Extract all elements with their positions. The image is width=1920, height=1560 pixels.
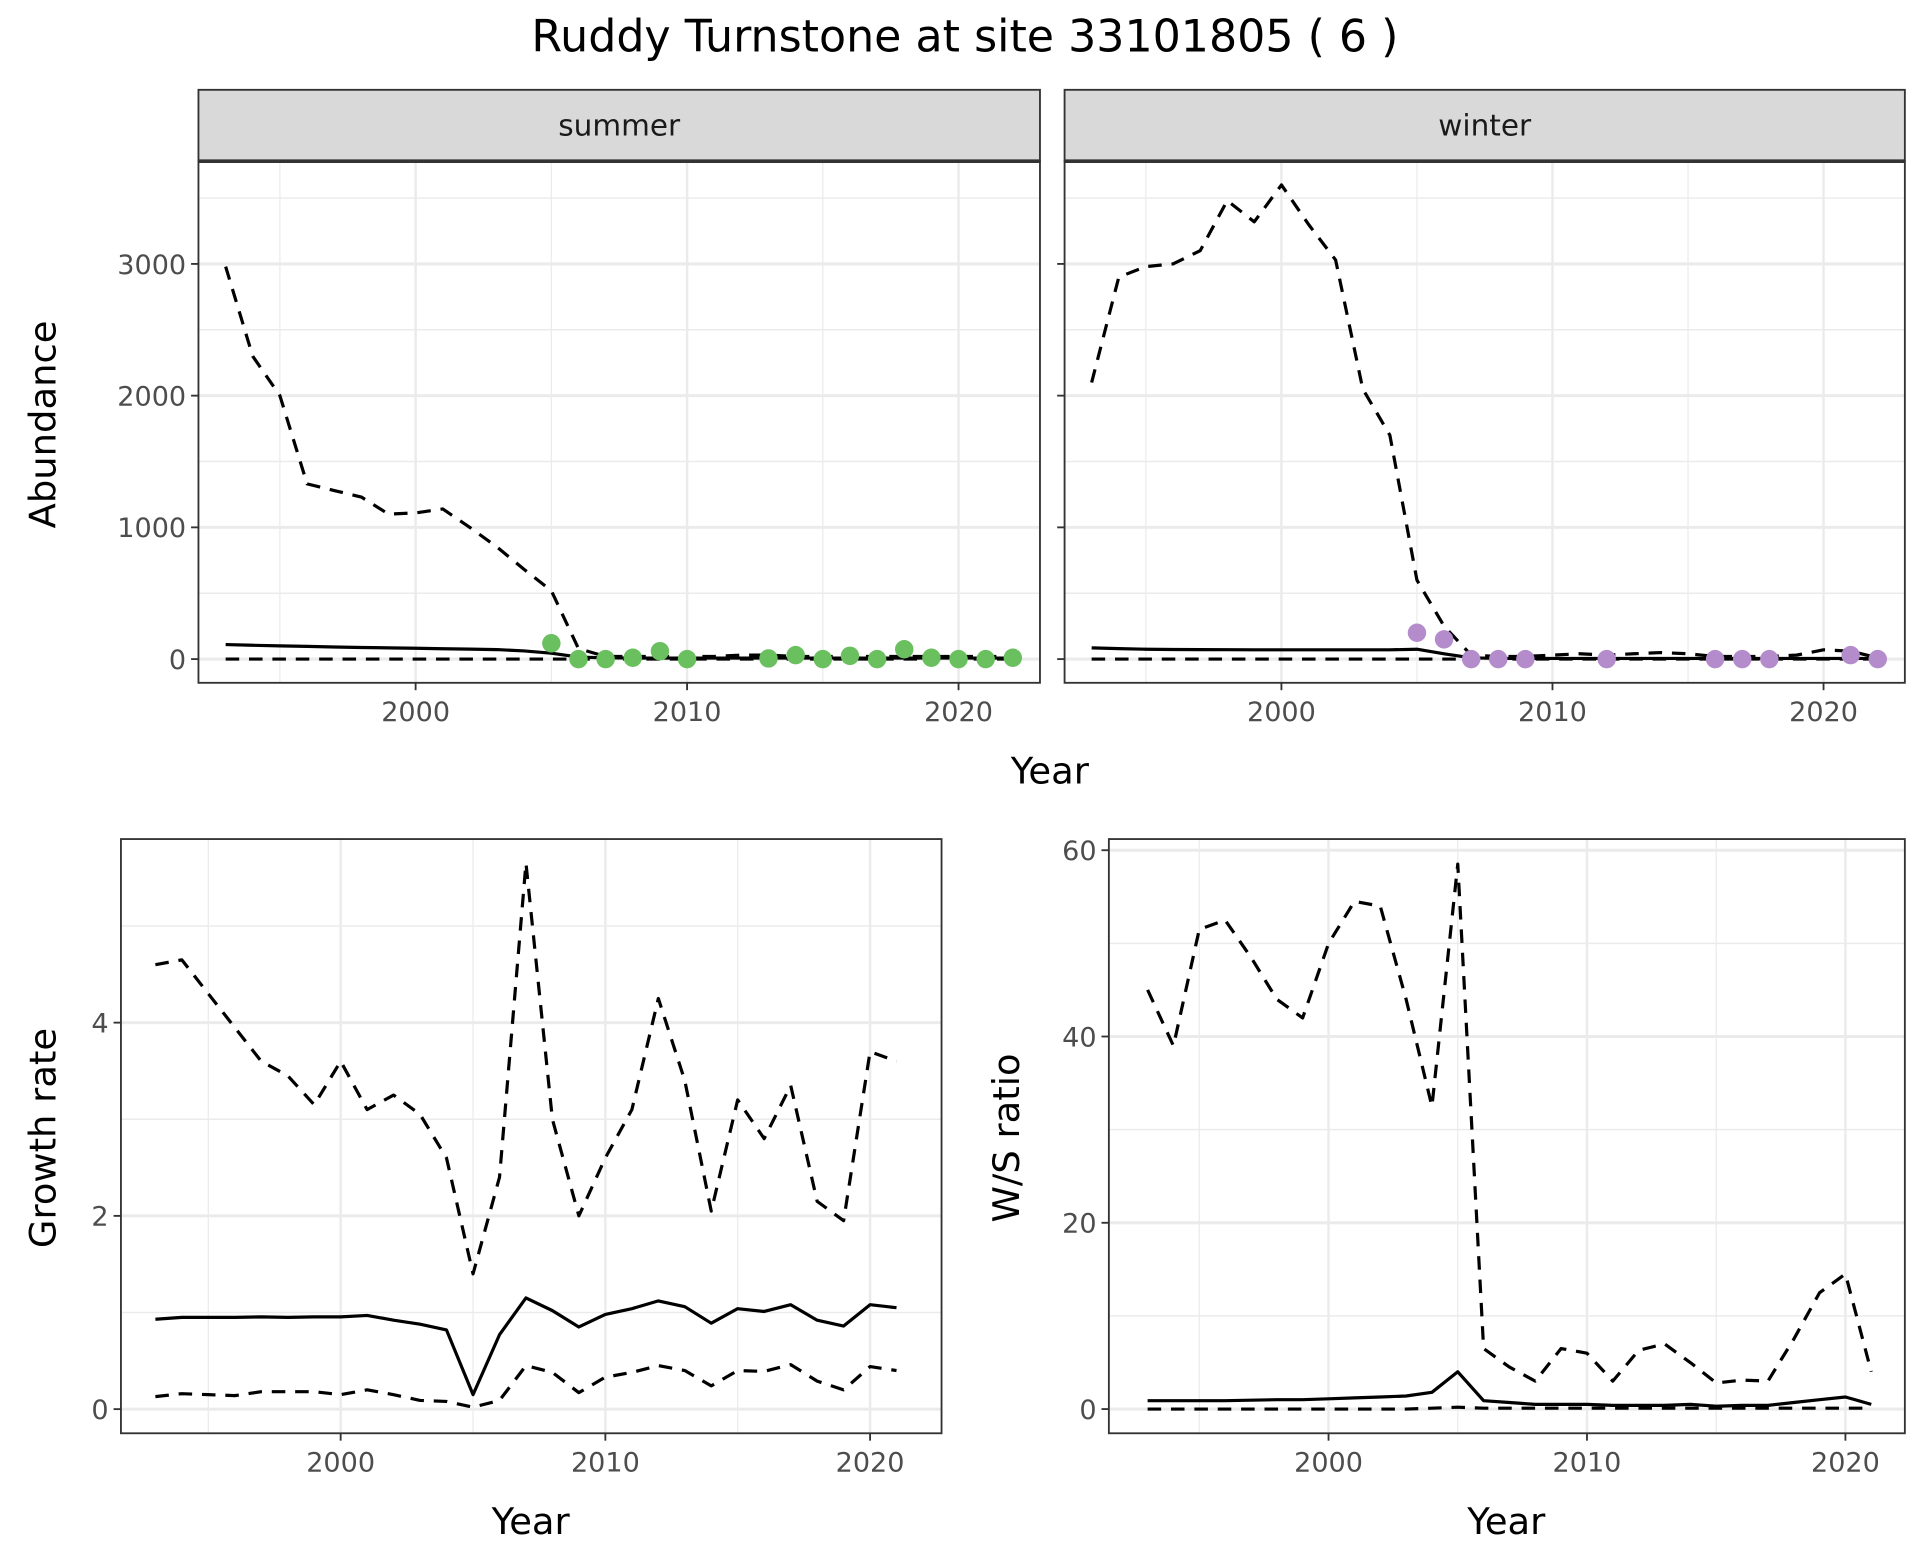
ratio-series-mean-line <box>1147 1370 1872 1408</box>
summer-observed-point <box>542 634 561 653</box>
summer-y-tick-label: 3000 <box>117 250 186 281</box>
growth-series-lower-line <box>155 1363 897 1409</box>
ratio-y-tick-label: 20 <box>1062 1209 1096 1240</box>
growth-x-tick-label: 2010 <box>571 1447 640 1478</box>
ratio-series-upper-line <box>1146 862 1873 1385</box>
growth-x-tick-label: 2000 <box>306 1447 375 1478</box>
summer-x-tick-label: 2000 <box>381 697 450 728</box>
summer-observed-point <box>623 648 643 668</box>
winter-x-tick-label: 2020 <box>1789 697 1858 728</box>
summer-observed-point <box>813 649 833 669</box>
summer-observed-point <box>596 649 615 669</box>
summer-y-tick-label: 2000 <box>117 381 186 412</box>
winter-plot-background <box>1064 161 1905 683</box>
winter-observed-point <box>1732 649 1752 669</box>
summer-observed-point <box>569 649 588 669</box>
panel-summer: summer 2000 2010 2020 0 1000 2000 3000 <box>117 88 1041 728</box>
ratio-y-tick-label: 40 <box>1062 1022 1096 1053</box>
summer-observed-point <box>1003 648 1023 668</box>
winter-strip-label: winter <box>1438 108 1532 142</box>
winter-observed-point <box>1597 649 1616 669</box>
growth-panel-border <box>120 838 943 1435</box>
winter-observed-point <box>1868 649 1887 669</box>
winter-x-tick-label: 2010 <box>1518 697 1587 728</box>
growth-y-tick-label: 0 <box>91 1395 108 1426</box>
summer-observed-point <box>650 641 670 661</box>
winter-observed-point <box>1461 649 1481 669</box>
panel-ratio: 2000 2010 2020 0 20 40 60 <box>1062 836 1906 1478</box>
summer-observed-point <box>786 645 805 665</box>
winter-observed-point <box>1516 649 1535 669</box>
panel-winter: winter 2000 2010 2020 <box>1057 88 1906 728</box>
ratio-y-tick-label: 0 <box>1079 1395 1096 1426</box>
summer-observed-point <box>867 649 887 669</box>
winter-observed-point <box>1434 630 1454 649</box>
growth-series-mean-line <box>155 1296 897 1397</box>
winter-x-tick-label: 2000 <box>1247 697 1316 728</box>
growth-x-tick-label: 2020 <box>836 1447 905 1478</box>
winter-strip <box>1063 88 1906 163</box>
summer-observed-point <box>759 649 778 668</box>
summer-y-tick-label: 1000 <box>117 513 186 544</box>
ratio-panel-border <box>1107 838 1906 1435</box>
ratio-x-tick-label: 2000 <box>1294 1447 1363 1478</box>
winter-observed-point <box>1760 649 1779 669</box>
summer-observed-point <box>895 639 914 659</box>
summer-strip-label: summer <box>558 108 681 142</box>
summer-observed-point <box>922 648 941 668</box>
top-x-axis-title: Year <box>1010 750 1090 793</box>
growth-series-upper-line <box>155 861 898 1276</box>
ratio-x-tick-label: 2020 <box>1811 1447 1880 1478</box>
growth-y-axis-title: Growth rate <box>22 1028 65 1248</box>
summer-plot-background <box>198 161 1040 683</box>
winter-observed-point <box>1841 645 1860 665</box>
panel-growth: 2000 2010 2020 0 2 4 <box>91 838 943 1478</box>
winter-observed-point <box>1407 623 1427 642</box>
chart-title: Ruddy Turnstone at site 33101805 ( 6 ) <box>531 12 1398 63</box>
summer-y-tick-label: 0 <box>169 645 186 676</box>
ratio-plot-background <box>1108 839 1905 1434</box>
ratio-x-axis-title: Year <box>1466 1500 1546 1543</box>
top-y-axis-title: Abundance <box>22 321 65 529</box>
ratio-x-tick-label: 2010 <box>1553 1447 1622 1478</box>
summer-observed-point <box>840 646 860 666</box>
summer-observed-point <box>677 649 697 669</box>
summer-observed-point <box>976 649 995 669</box>
growth-y-tick-label: 2 <box>91 1202 108 1233</box>
summer-x-tick-label: 2020 <box>924 697 993 728</box>
summer-x-tick-label: 2010 <box>653 697 722 728</box>
growth-x-axis-title: Year <box>491 1500 571 1543</box>
summer-observed-point <box>949 649 968 669</box>
growth-plot-background <box>120 839 942 1434</box>
ratio-y-axis-title: W/S ratio <box>985 1053 1028 1222</box>
ratio-y-tick-label: 60 <box>1062 836 1096 867</box>
winter-observed-point <box>1489 649 1508 669</box>
winter-observed-point <box>1705 649 1725 669</box>
growth-y-tick-label: 4 <box>91 1008 108 1039</box>
ratio-series-lower-line <box>1147 1405 1872 1411</box>
